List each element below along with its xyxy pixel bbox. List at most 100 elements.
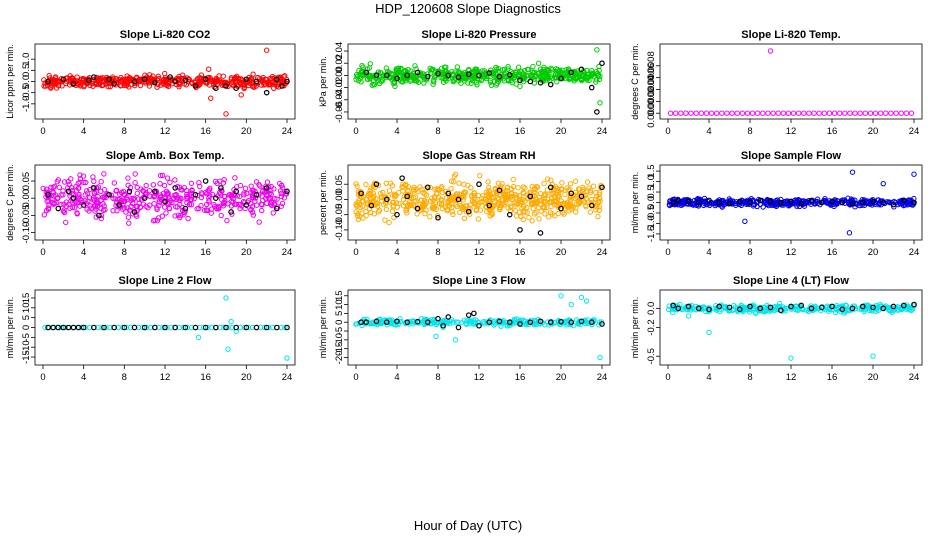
data-point <box>531 189 537 195</box>
data-point <box>486 199 493 205</box>
black-point <box>91 185 97 191</box>
data-point <box>188 79 195 86</box>
data-point <box>852 200 859 207</box>
black-point <box>706 197 712 204</box>
data-point <box>568 321 574 328</box>
black-point <box>192 83 199 89</box>
black-point <box>736 198 743 205</box>
data-point <box>110 207 116 214</box>
y-tick-label: -0.2 <box>646 319 657 335</box>
x-tick-label: 4 <box>81 247 86 258</box>
y-tick-label: 0.0006 <box>646 63 657 92</box>
black-point <box>80 324 87 331</box>
black-point <box>486 319 493 326</box>
black-point <box>568 190 575 197</box>
x-tick-label: 4 <box>81 372 86 383</box>
data-point <box>427 70 434 76</box>
black-point <box>435 214 441 221</box>
data-point <box>202 79 209 85</box>
data-point <box>382 217 388 223</box>
outlier-point <box>225 346 231 352</box>
data-point <box>127 74 133 81</box>
black-point <box>243 76 250 83</box>
data-point <box>555 210 561 217</box>
data-point <box>808 303 814 309</box>
data-point <box>46 72 52 79</box>
data-point <box>194 206 200 212</box>
data-point <box>54 195 61 202</box>
data-point <box>544 319 551 325</box>
data-point <box>232 175 238 181</box>
data-point <box>465 182 471 188</box>
data-point <box>76 191 82 198</box>
x-tick-label: 16 <box>515 126 526 137</box>
black-point <box>50 324 56 331</box>
data-point <box>481 321 487 327</box>
y-tick-label: -0.5 <box>646 205 657 221</box>
data-point <box>417 184 423 190</box>
data-point <box>530 205 536 212</box>
black-point <box>65 324 72 331</box>
data-point <box>460 204 467 210</box>
data-point <box>795 196 802 203</box>
data-point <box>891 204 897 210</box>
data-point <box>178 186 184 193</box>
data-point <box>515 64 522 70</box>
data-point <box>536 216 542 222</box>
data-point <box>835 304 841 310</box>
data-point <box>438 196 444 202</box>
data-point <box>249 194 256 200</box>
black-point <box>192 324 199 331</box>
data-point <box>549 211 555 217</box>
black-point <box>675 197 682 204</box>
data-point <box>266 195 272 201</box>
black-point <box>445 314 452 320</box>
data-point <box>801 200 807 207</box>
black-point <box>228 209 234 215</box>
data-point <box>847 110 853 116</box>
black-point <box>445 72 452 79</box>
black-point <box>404 319 411 326</box>
y-tick-label: 5 <box>21 315 32 320</box>
data-point <box>491 73 497 79</box>
panel-frame <box>659 43 923 120</box>
data-point <box>51 183 58 190</box>
y-tick-label: 15 <box>334 290 345 301</box>
data-point <box>414 211 420 217</box>
data-point <box>162 70 168 77</box>
data-point <box>146 83 153 89</box>
data-point <box>151 201 157 207</box>
data-point <box>128 204 134 210</box>
y-tick-label: 0.0 <box>646 196 657 209</box>
data-point <box>465 80 471 86</box>
data-point <box>856 202 863 209</box>
data-point <box>206 197 212 204</box>
black-point <box>162 198 168 205</box>
data-point <box>392 194 398 200</box>
data-point <box>86 208 92 214</box>
black-point <box>60 324 67 331</box>
data-point <box>445 202 451 209</box>
data-point <box>461 317 468 324</box>
black-point <box>111 80 117 87</box>
black-point <box>274 324 280 331</box>
black-point <box>373 318 380 325</box>
black-point <box>757 197 764 204</box>
data-point <box>570 76 577 82</box>
data-point <box>475 216 482 222</box>
data-point <box>157 194 163 201</box>
panel-3: Slope Li-820 Temp.0 4 8 12 16 20 240.00080.000… <box>630 29 923 137</box>
data-point <box>719 110 725 116</box>
data-point <box>422 210 428 217</box>
panel-title: Slope Line 2 Flow <box>119 275 212 287</box>
data-point <box>105 84 111 90</box>
y-tick-label: 10 <box>21 303 32 314</box>
data-point <box>593 207 599 213</box>
x-tick-label: 20 <box>556 247 567 258</box>
data-point <box>357 204 364 211</box>
data-point <box>214 180 220 187</box>
data-point <box>474 82 480 88</box>
data-point <box>90 195 96 201</box>
black-point <box>767 198 774 205</box>
data-point <box>583 203 589 210</box>
